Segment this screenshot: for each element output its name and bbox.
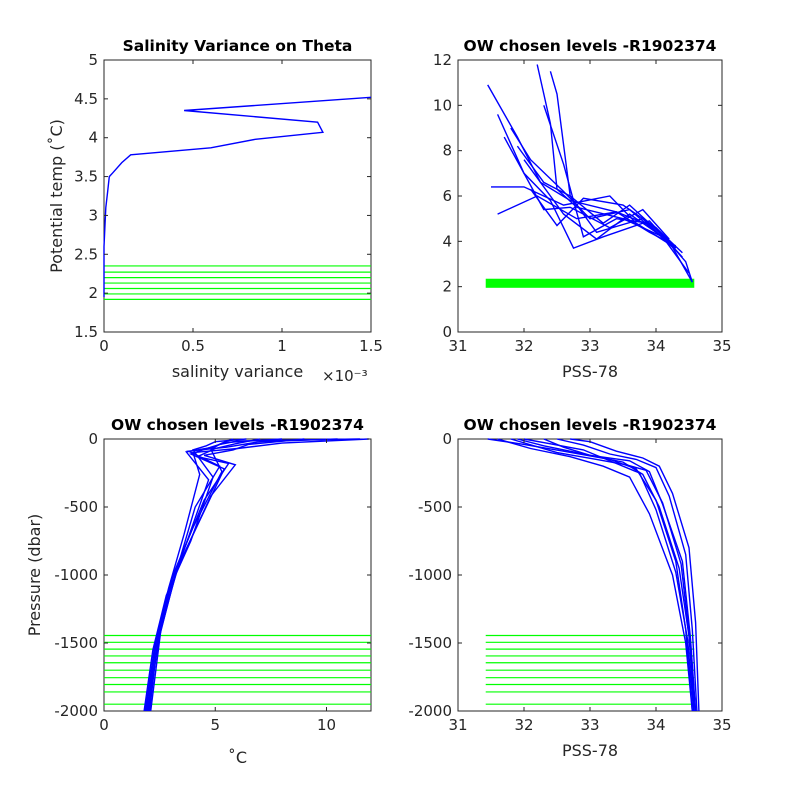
x-tick-label: 1 bbox=[277, 337, 287, 355]
y-tick-label: 3.5 bbox=[74, 168, 98, 186]
x-tick-label: 34 bbox=[646, 716, 665, 734]
panel-salinity-pressure: 31 32 33 34 35 -2000 -1500 -1000 -500 0 OW chosen… bbox=[408, 416, 731, 760]
y-tick-label: 5 bbox=[88, 51, 98, 69]
x-tick-label: 31 bbox=[448, 337, 467, 355]
x-axis-label: PSS-78 bbox=[562, 362, 618, 381]
y-tick-label: -2000 bbox=[408, 702, 452, 720]
plot-content: 0 5 10 -2000 -1500 -1000 -500 0 bbox=[54, 430, 371, 734]
profile-line bbox=[517, 438, 695, 712]
chart-title: OW chosen levels -R1902374 bbox=[464, 416, 717, 434]
level-band bbox=[485, 278, 695, 288]
panel-theta-salinity: 31 32 33 34 35 0 2 4 6 8 10 12 OW chosen levels -R1… bbox=[433, 37, 732, 381]
y-tick-label: -1000 bbox=[408, 566, 452, 584]
x-tick-label: 5 bbox=[210, 716, 220, 734]
y-tick-label: 0 bbox=[88, 430, 98, 448]
profile-line bbox=[556, 438, 698, 712]
y-tick-label: 6 bbox=[442, 187, 452, 205]
profile-line bbox=[491, 186, 677, 249]
x-tick-label: 0 bbox=[99, 716, 109, 734]
profile-line bbox=[503, 136, 670, 240]
x-tick-label: 0 bbox=[99, 337, 109, 355]
y-axis-label: Pressure (dbar) bbox=[25, 514, 44, 637]
y-tick-label: 1.5 bbox=[74, 323, 98, 341]
x-tick-label: 35 bbox=[712, 716, 731, 734]
x-tick-label: 0.5 bbox=[181, 337, 205, 355]
profile-line bbox=[143, 438, 247, 712]
y-tick-label: 12 bbox=[433, 51, 452, 69]
profile-line bbox=[530, 188, 683, 254]
x-tick-label: 35 bbox=[712, 337, 731, 355]
panel-salinity-variance: 0 0.5 1 1.5 1.5 2 2.5 3 3.5 4 4.5 5 Salinity Varian… bbox=[47, 37, 383, 385]
profile-line bbox=[497, 195, 677, 247]
y-tick-label: 2 bbox=[442, 278, 452, 296]
chart-title: OW chosen levels -R1902374 bbox=[111, 416, 364, 434]
profile-line bbox=[510, 438, 697, 712]
y-tick-label: -2000 bbox=[54, 702, 98, 720]
y-tick-label: -1500 bbox=[54, 634, 98, 652]
x-tick-label: 33 bbox=[580, 337, 599, 355]
y-tick-label: 8 bbox=[442, 142, 452, 160]
profile-line bbox=[570, 438, 700, 712]
y-tick-label: 4 bbox=[88, 129, 98, 147]
y-axis-label: Potential temp (˚C) bbox=[47, 119, 66, 273]
panel-theta-pressure: 0 5 10 -2000 -1500 -1000 -500 0 OW chosen level… bbox=[25, 416, 372, 767]
plot-frame bbox=[103, 438, 372, 712]
y-tick-label: -500 bbox=[418, 498, 452, 516]
profile-line bbox=[103, 96, 372, 297]
y-tick-label: -1500 bbox=[408, 634, 452, 652]
plot-frame bbox=[457, 59, 723, 333]
profile-line bbox=[150, 438, 260, 712]
x-tick-label: 32 bbox=[514, 716, 533, 734]
y-tick-label: 3 bbox=[88, 206, 98, 224]
x-tick-label: 33 bbox=[580, 716, 599, 734]
x-axis-label: PSS-78 bbox=[562, 741, 618, 760]
x-axis-label: ˚C bbox=[228, 748, 247, 767]
y-tick-label: 0 bbox=[442, 323, 452, 341]
y-tick-label: 10 bbox=[433, 96, 452, 114]
x-tick-label: 10 bbox=[317, 716, 336, 734]
profile-line bbox=[146, 438, 234, 712]
y-tick-label: 2.5 bbox=[74, 245, 98, 263]
y-tick-label: 2 bbox=[88, 284, 98, 302]
plot-content: 0 0.5 1 1.5 1.5 2 2.5 3 3.5 4 4.5 5 bbox=[74, 51, 383, 355]
chart-title: Salinity Variance on Theta bbox=[123, 37, 353, 55]
x-tick-label: 31 bbox=[448, 716, 467, 734]
profile-line bbox=[523, 438, 695, 712]
y-tick-label: 4 bbox=[442, 232, 452, 250]
y-tick-label: 0 bbox=[442, 430, 452, 448]
x-axis-label: salinity variance bbox=[172, 362, 303, 381]
profile-line bbox=[543, 105, 677, 249]
x-tick-label: 32 bbox=[514, 337, 533, 355]
plot-content: 31 32 33 34 35 -2000 -1500 -1000 -500 0 bbox=[408, 430, 731, 734]
x-tick-label: 1.5 bbox=[359, 337, 383, 355]
chart-title: OW chosen levels -R1902374 bbox=[464, 37, 717, 55]
x-axis-exponent: ×10⁻³ bbox=[322, 367, 368, 385]
x-tick-label: 34 bbox=[646, 337, 665, 355]
y-tick-label: -1000 bbox=[54, 566, 98, 584]
profile-line bbox=[543, 438, 697, 712]
y-tick-label: -500 bbox=[64, 498, 98, 516]
profile-line bbox=[497, 438, 693, 712]
plot-content: 31 32 33 34 35 0 2 4 6 8 10 12 bbox=[433, 51, 732, 355]
profile-line bbox=[148, 438, 305, 712]
y-tick-label: 4.5 bbox=[74, 90, 98, 108]
plot-frame bbox=[103, 59, 372, 333]
